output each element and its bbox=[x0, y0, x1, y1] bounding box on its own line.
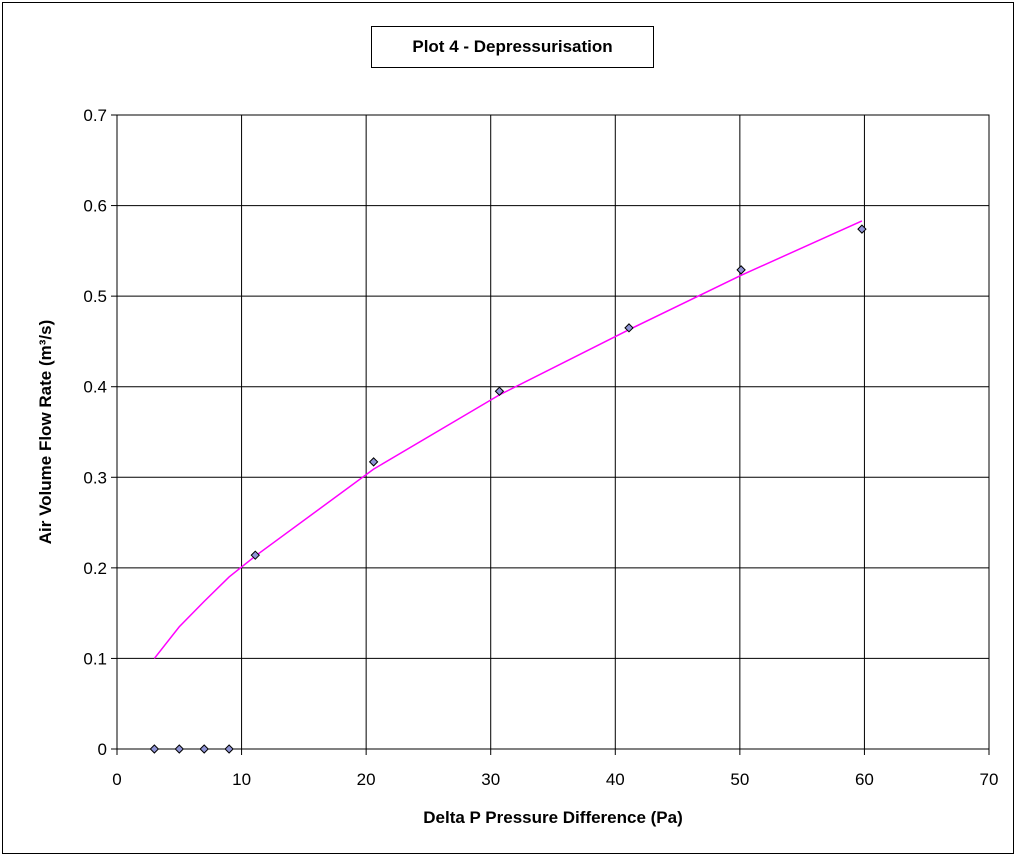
y-tick-label: 0 bbox=[98, 740, 107, 759]
data-point bbox=[368, 457, 379, 467]
fit-line bbox=[153, 220, 863, 659]
x-tick-label: 0 bbox=[112, 770, 121, 789]
x-tick-label: 50 bbox=[730, 770, 749, 789]
data-point bbox=[199, 744, 209, 754]
y-axis-label: Air Volume Flow Rate (m³/s) bbox=[36, 320, 55, 545]
x-tick-label: 20 bbox=[357, 770, 376, 789]
chart-title-text: Plot 4 - Depressurisation bbox=[412, 37, 613, 56]
data-point bbox=[736, 265, 746, 275]
y-tick-label: 0.6 bbox=[83, 197, 107, 216]
x-tick-label: 40 bbox=[606, 770, 625, 789]
x-tick-label: 10 bbox=[232, 770, 251, 789]
x-axis-label: Delta P Pressure Difference (Pa) bbox=[423, 808, 683, 827]
data-point bbox=[174, 744, 184, 754]
marker-layer bbox=[149, 224, 867, 754]
data-point bbox=[224, 744, 234, 754]
x-tick-label: 60 bbox=[855, 770, 874, 789]
data-point bbox=[494, 386, 505, 396]
data-point bbox=[857, 224, 867, 234]
x-tick-label: 70 bbox=[980, 770, 999, 789]
data-point bbox=[250, 550, 260, 560]
grid-layer bbox=[116, 114, 990, 750]
y-tick-label: 0.4 bbox=[83, 378, 107, 397]
y-tick-label: 0.3 bbox=[83, 468, 107, 487]
y-tick-label: 0.7 bbox=[83, 106, 107, 125]
y-tick-label: 0.5 bbox=[83, 287, 107, 306]
y-tick-label: 0.2 bbox=[83, 559, 107, 578]
data-point bbox=[624, 323, 634, 333]
tick-layer: 0 0.1 0.2 0.3 0.4 0.5 0.6 0.7 0 10 20 30 40 50 60 70 bbox=[83, 106, 998, 789]
y-tick-label: 0.1 bbox=[83, 649, 107, 668]
x-tick-label: 30 bbox=[481, 770, 500, 789]
data-point bbox=[149, 744, 160, 754]
chart-title: Plot 4 - Depressurisation bbox=[371, 26, 654, 68]
plot-frame bbox=[116, 114, 990, 750]
plot-svg: 0 0.1 0.2 0.3 0.4 0.5 0.6 0.7 0 10 20 30 40 50 60 70 De… bbox=[36, 106, 998, 827]
